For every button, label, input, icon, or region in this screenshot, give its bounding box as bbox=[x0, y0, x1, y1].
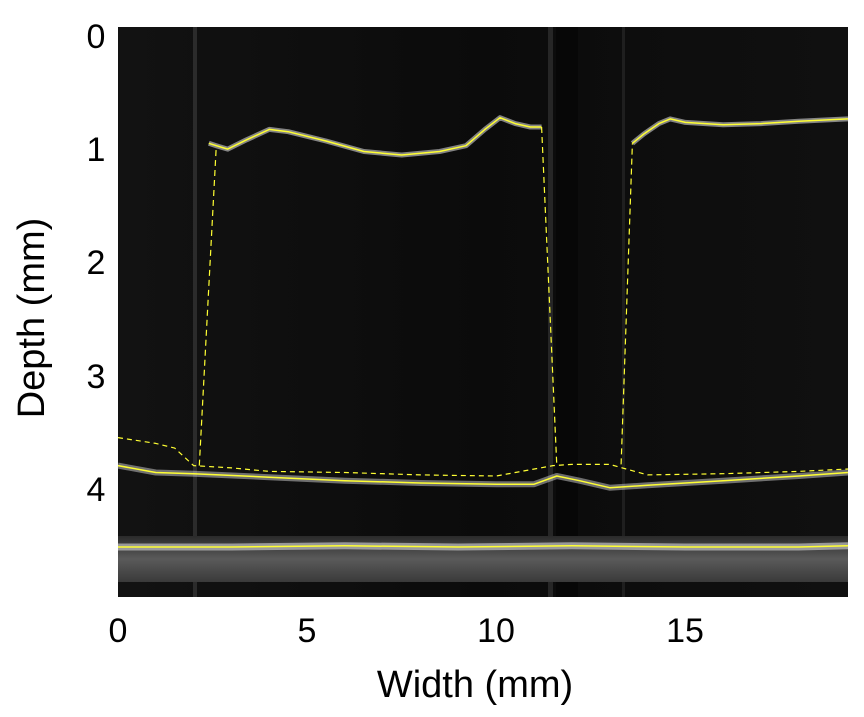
oct-background bbox=[118, 27, 848, 597]
y-axis-label: Depth (mm) bbox=[11, 218, 53, 419]
vertical-artifact bbox=[193, 27, 197, 597]
y-tick-label: 3 bbox=[87, 358, 106, 396]
connector-mid-trace bbox=[541, 126, 558, 466]
x-tick-label: 5 bbox=[298, 612, 317, 650]
x-tick-label: 15 bbox=[666, 612, 704, 650]
y-axis: 0 1 2 3 4 Depth (mm) bbox=[11, 18, 105, 509]
tissue-layer-band bbox=[118, 536, 848, 582]
upper-surface-right-trace bbox=[631, 118, 849, 144]
x-axis-label: Width (mm) bbox=[377, 664, 573, 706]
y-tick-label: 4 bbox=[87, 471, 106, 509]
oct-image bbox=[117, 27, 849, 597]
bottom-layer-trace bbox=[118, 545, 849, 548]
vertical-artifact bbox=[622, 27, 625, 597]
middle-boundary-trace bbox=[117, 437, 849, 477]
x-tick-label: 10 bbox=[477, 612, 515, 650]
connector-right-trace bbox=[620, 143, 633, 465]
y-tick-label: 0 bbox=[87, 18, 106, 56]
x-tick-label: 0 bbox=[109, 612, 128, 650]
connector-left-trace bbox=[198, 145, 217, 466]
y-tick-label: 2 bbox=[87, 244, 106, 282]
upper-surface-trace bbox=[208, 116, 542, 156]
x-axis: 0 5 10 15 Width (mm) bbox=[109, 612, 704, 706]
y-tick-label: 1 bbox=[87, 131, 106, 169]
dark-band bbox=[556, 27, 578, 597]
segmentation-traces bbox=[117, 115, 849, 551]
lower-boundary-trace bbox=[117, 464, 849, 489]
